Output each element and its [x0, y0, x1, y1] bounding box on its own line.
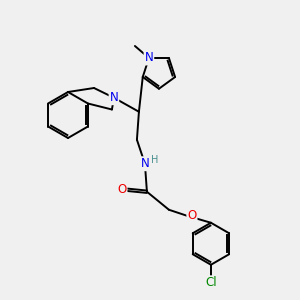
Text: H: H — [151, 155, 159, 165]
Text: Cl: Cl — [205, 276, 217, 289]
Text: O: O — [187, 209, 196, 222]
Text: N: N — [145, 52, 153, 64]
Text: N: N — [110, 91, 118, 104]
Text: N: N — [140, 157, 149, 170]
Text: O: O — [117, 183, 127, 196]
